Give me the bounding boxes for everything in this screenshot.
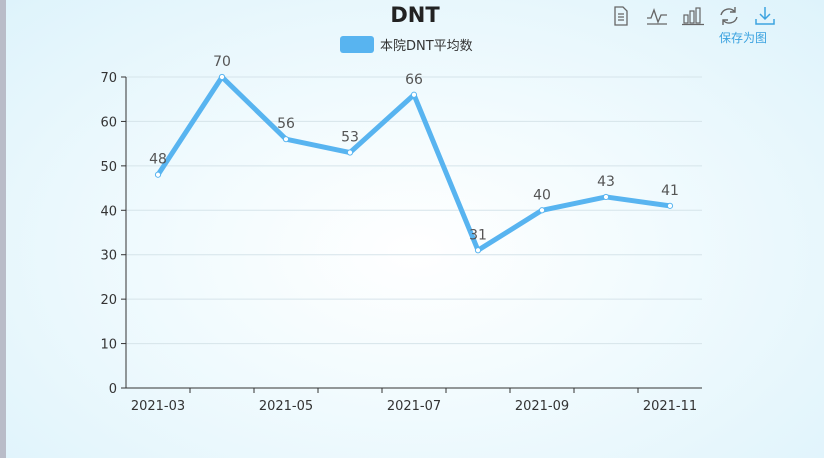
data-label: 40	[533, 187, 551, 203]
series	[154, 73, 674, 254]
save-as-image-label[interactable]: 保存为图	[719, 31, 768, 45]
data-view-icon[interactable]	[608, 4, 634, 28]
toolbox	[608, 4, 778, 28]
window-edge	[0, 0, 6, 458]
y-tick-label: 0	[109, 382, 117, 397]
chart-panel: DNT 本院DNT平均数	[6, 0, 824, 458]
data-label: 66	[405, 72, 423, 88]
legend[interactable]: 本院DNT平均数	[340, 35, 473, 54]
data-labels: 48 70 56 53 66 31 40 43 41	[149, 54, 679, 243]
chart-title: DNT	[390, 3, 440, 27]
data-point[interactable]	[474, 247, 482, 254]
data-point[interactable]	[538, 207, 546, 214]
legend-label: 本院DNT平均数	[380, 39, 473, 54]
x-tick-label: 2021-11	[643, 399, 697, 414]
y-tick-label: 50	[100, 160, 117, 175]
restore-icon[interactable]	[716, 4, 742, 28]
data-point[interactable]	[410, 91, 418, 98]
axes: 0 10 20 30 40 50 60 70 2021-03 2021-05 2021-07 2021…	[100, 71, 702, 414]
data-label: 41	[661, 183, 679, 199]
data-label: 56	[277, 116, 295, 132]
data-point[interactable]	[218, 73, 226, 81]
data-point[interactable]	[154, 171, 162, 178]
data-point[interactable]	[346, 149, 354, 156]
y-tick-label: 20	[100, 293, 117, 308]
grid	[126, 76, 702, 345]
y-tick-label: 40	[100, 204, 117, 219]
y-tick-label: 70	[100, 71, 117, 86]
data-label: 48	[149, 152, 167, 168]
data-point[interactable]	[602, 193, 610, 201]
download-icon[interactable]	[752, 4, 778, 28]
y-tick-label: 10	[100, 338, 117, 353]
legend-swatch	[340, 36, 374, 53]
x-tick-label: 2021-05	[259, 399, 313, 414]
y-tick-label: 30	[100, 249, 117, 264]
y-tick-label: 60	[100, 115, 117, 130]
line-chart-icon[interactable]	[644, 4, 670, 28]
data-label: 31	[469, 227, 487, 243]
data-label: 43	[597, 174, 615, 190]
x-tick-label: 2021-09	[515, 399, 569, 414]
series-line	[155, 74, 673, 253]
x-tick-label: 2021-07	[387, 399, 441, 414]
data-point[interactable]	[666, 202, 674, 209]
data-point[interactable]	[282, 136, 290, 143]
bar-chart-icon[interactable]	[680, 4, 706, 28]
x-tick-label: 2021-03	[131, 399, 185, 414]
data-label: 70	[213, 54, 231, 70]
data-label: 53	[341, 130, 359, 146]
